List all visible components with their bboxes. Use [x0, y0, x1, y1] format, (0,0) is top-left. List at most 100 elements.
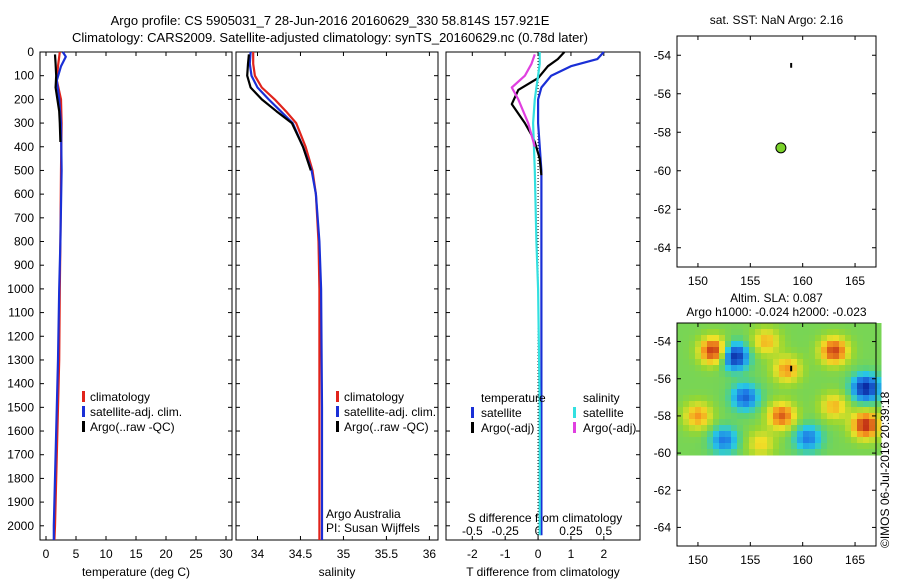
sla-cell [713, 401, 720, 408]
sla-cell [773, 395, 780, 402]
sla-cell [815, 395, 822, 402]
sla-cell [719, 437, 726, 444]
sla-cell [833, 389, 840, 396]
sla-cell [761, 323, 768, 330]
sla-cell [821, 395, 828, 402]
sla-cell [833, 353, 840, 360]
sla-cell [827, 395, 834, 402]
sla-cell [803, 431, 810, 438]
sla-cell [725, 413, 732, 420]
sla-cell [803, 353, 810, 360]
sla-cell [719, 383, 726, 390]
sla-cell [701, 341, 708, 348]
depth-tick-label: 1100 [8, 306, 34, 320]
sla-cell [755, 443, 762, 450]
sla-cell [857, 401, 864, 408]
sla-cell [713, 413, 720, 420]
sla-cell [809, 425, 816, 432]
sla-cell [821, 401, 828, 408]
sla-cell [677, 437, 684, 444]
sla-cell [803, 377, 810, 384]
sla-cell [815, 413, 822, 420]
sla-cell [743, 425, 750, 432]
sla-cell [791, 431, 798, 438]
sla-cell [767, 443, 774, 450]
sla-cell [785, 347, 792, 354]
sla-cell [737, 407, 744, 414]
sla-cell [869, 443, 876, 450]
salinity-diff-tick-label: -0.25 [492, 524, 520, 538]
sla-cell [851, 323, 858, 330]
sla-cell [761, 359, 768, 366]
sla-cell [695, 407, 702, 414]
sla-cell [761, 377, 768, 384]
sla-cell [821, 389, 828, 396]
sla-cell [773, 407, 780, 414]
sla-cell [809, 383, 816, 390]
sla-cell [707, 365, 714, 372]
sla-cell [755, 431, 762, 438]
sla-cell [743, 359, 750, 366]
sla-cell [851, 359, 858, 366]
sla-cell [695, 329, 702, 336]
sla-cell [797, 395, 804, 402]
sla-cell [785, 341, 792, 348]
sla-cell [731, 419, 738, 426]
sla-cell [839, 443, 846, 450]
sla-cell [833, 431, 840, 438]
sla-cell [845, 329, 852, 336]
sla-cell [731, 437, 738, 444]
sla-cell [755, 389, 762, 396]
sla-cell [767, 401, 774, 408]
sla-cell [743, 353, 750, 360]
sla-cell [815, 323, 822, 330]
sla-cell [845, 347, 852, 354]
sla-cell [701, 431, 708, 438]
sla-cell [755, 449, 762, 456]
map-y-tick-label: -58 [654, 409, 672, 423]
sla-cell [683, 389, 690, 396]
sla-cell [743, 437, 750, 444]
sla-cell [863, 341, 870, 348]
sla-cell [809, 431, 816, 438]
sla-cell [767, 335, 774, 342]
sla-cell [839, 413, 846, 420]
sla-cell [767, 371, 774, 378]
imos-timestamp: ©IMOS 06-Jul-2016 20:39:18 [878, 391, 892, 548]
x-tick-label: 0 [535, 547, 542, 561]
sla-cell [791, 389, 798, 396]
sla-cell [725, 335, 732, 342]
sla-cell [815, 425, 822, 432]
sla-cell [857, 371, 864, 378]
sla-cell [827, 437, 834, 444]
sla-cell [707, 353, 714, 360]
sla-cell [821, 419, 828, 426]
sla-cell [785, 365, 792, 372]
sla-cell [683, 353, 690, 360]
sla-cell [719, 335, 726, 342]
sla-cell [749, 437, 756, 444]
sla-cell [821, 347, 828, 354]
sla-cell [797, 347, 804, 354]
sla-cell [713, 329, 720, 336]
sla-cell [863, 329, 870, 336]
sla-cell [809, 335, 816, 342]
sla-cell [815, 329, 822, 336]
sla-cell [695, 431, 702, 438]
sla-cell [875, 425, 882, 432]
sla-cell [743, 443, 750, 450]
sla-cell [857, 329, 864, 336]
sla-cell [731, 407, 738, 414]
sla-cell [815, 365, 822, 372]
sla-cell [785, 443, 792, 450]
sla-cell [689, 389, 696, 396]
salinity-diff-tick-label: 0 [535, 524, 542, 538]
sla-cell [761, 389, 768, 396]
sla-cell [839, 437, 846, 444]
sla-cell [701, 383, 708, 390]
legend-swatch [471, 422, 474, 433]
sla-cell [695, 389, 702, 396]
sla-cell [725, 449, 732, 456]
sla-cell [815, 401, 822, 408]
sla-cell [821, 443, 828, 450]
